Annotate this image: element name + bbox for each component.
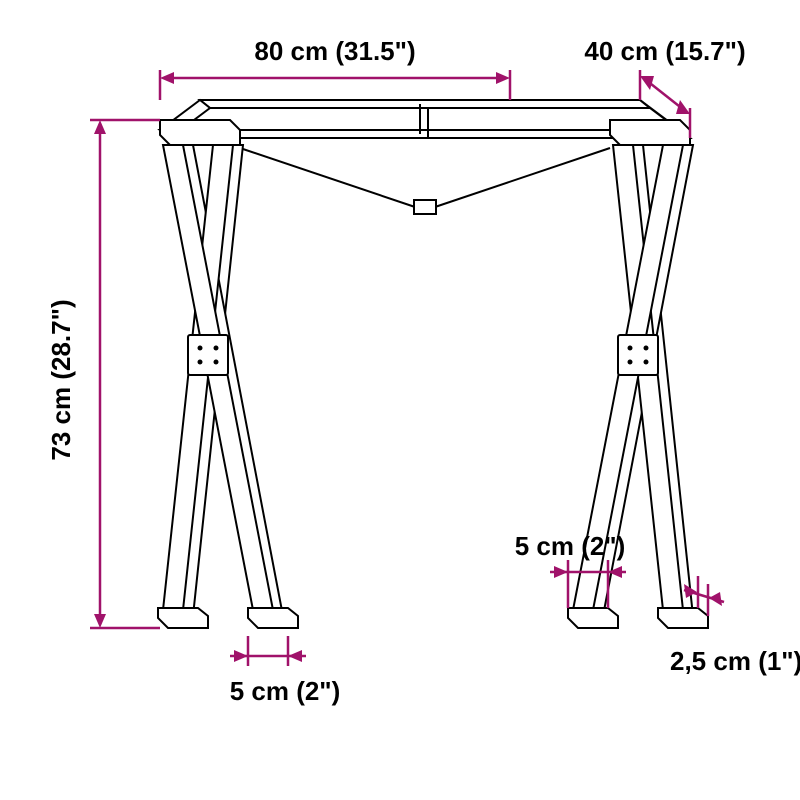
height-imperial: (28.7") xyxy=(46,299,76,379)
svg-text:5 cm (2"): 5 cm (2") xyxy=(230,676,341,706)
width-imperial: (31.5") xyxy=(335,36,415,66)
dimension-width xyxy=(160,70,510,100)
height-metric: 73 cm xyxy=(46,387,76,461)
svg-text:73 cm (28.7"): 73 cm (28.7") xyxy=(46,299,76,460)
left-leg xyxy=(158,145,298,628)
leg2-metric: 5 cm xyxy=(515,531,574,561)
furniture-table-frame xyxy=(158,100,708,628)
dimension-leg-left xyxy=(230,636,306,666)
leg1-metric: 5 cm xyxy=(230,676,289,706)
svg-text:2,5 cm (1"): 2,5 cm (1") xyxy=(670,646,800,676)
leg1-imperial: (2") xyxy=(296,676,340,706)
svg-text:5 cm (2"): 5 cm (2") xyxy=(515,531,626,561)
leg3-metric: 2,5 cm xyxy=(670,646,751,676)
depth-imperial: (15.7") xyxy=(665,36,745,66)
leg2-imperial: (2") xyxy=(581,531,625,561)
dimension-diagram: 80 cm (31.5") 40 cm (15.7") 73 cm (28.7"… xyxy=(0,0,800,800)
svg-text:80 cm (31.5"): 80 cm (31.5") xyxy=(254,36,415,66)
width-metric: 80 cm xyxy=(254,36,328,66)
depth-metric: 40 cm xyxy=(584,36,658,66)
leg3-imperial: (1") xyxy=(758,646,800,676)
svg-text:40 cm (15.7"): 40 cm (15.7") xyxy=(584,36,745,66)
dimension-height xyxy=(90,120,160,628)
